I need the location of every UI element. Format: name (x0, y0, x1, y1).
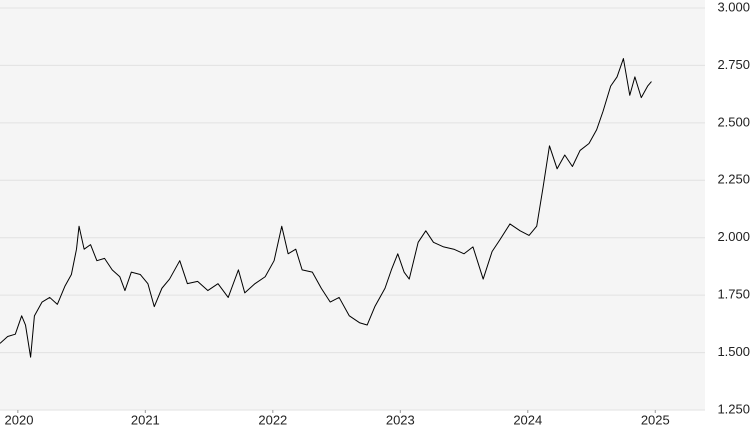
y-tick-label: 1.250 (717, 401, 750, 416)
y-tick-label: 2.000 (717, 229, 750, 244)
x-tick-label: 2025 (641, 412, 670, 427)
y-tick-label: 1.750 (717, 287, 750, 302)
x-tick-label: 2020 (5, 412, 34, 427)
y-tick-label: 2.500 (717, 114, 750, 129)
plot-area (0, 0, 705, 410)
y-tick-label: 3.000 (717, 0, 750, 14)
x-tick-label: 2023 (386, 412, 415, 427)
x-tick-label: 2022 (258, 412, 287, 427)
y-tick-label: 1.500 (717, 344, 750, 359)
price-line (0, 58, 652, 358)
x-tick-label: 2024 (513, 412, 542, 427)
y-tick-label: 2.250 (717, 172, 750, 187)
x-tick-label: 2021 (131, 412, 160, 427)
y-tick-label: 2.750 (717, 57, 750, 72)
